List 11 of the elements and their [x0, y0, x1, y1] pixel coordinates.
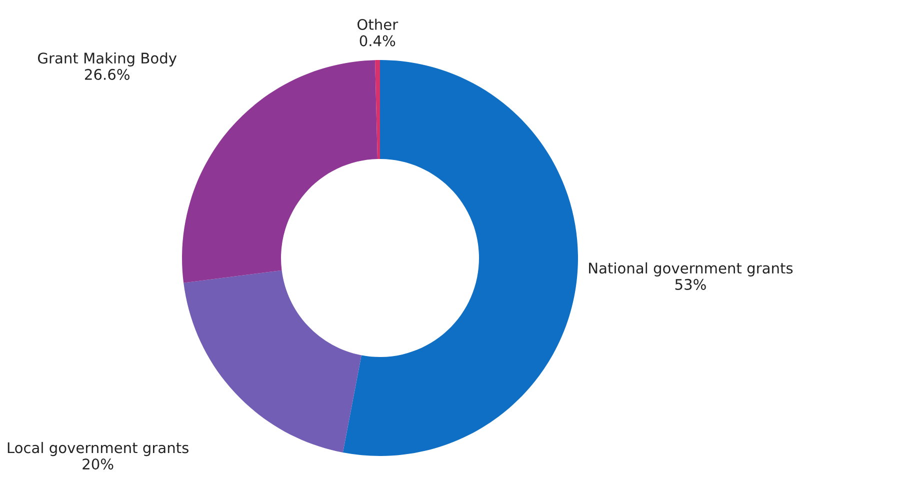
data-label: 26.6%	[85, 68, 130, 80]
data-label: 0.4%	[360, 35, 396, 46]
donut-slice	[375, 60, 380, 160]
data-label: 53%	[675, 278, 706, 290]
donut-slice	[182, 60, 378, 283]
data-label: 20%	[82, 458, 114, 470]
slice-label: National government grants	[589, 262, 793, 276]
donut-slice	[342, 60, 578, 456]
slice-label: Grant Making Body	[38, 52, 177, 66]
slice-label: Local government grants	[8, 442, 188, 456]
slice-label: Other	[358, 18, 398, 30]
